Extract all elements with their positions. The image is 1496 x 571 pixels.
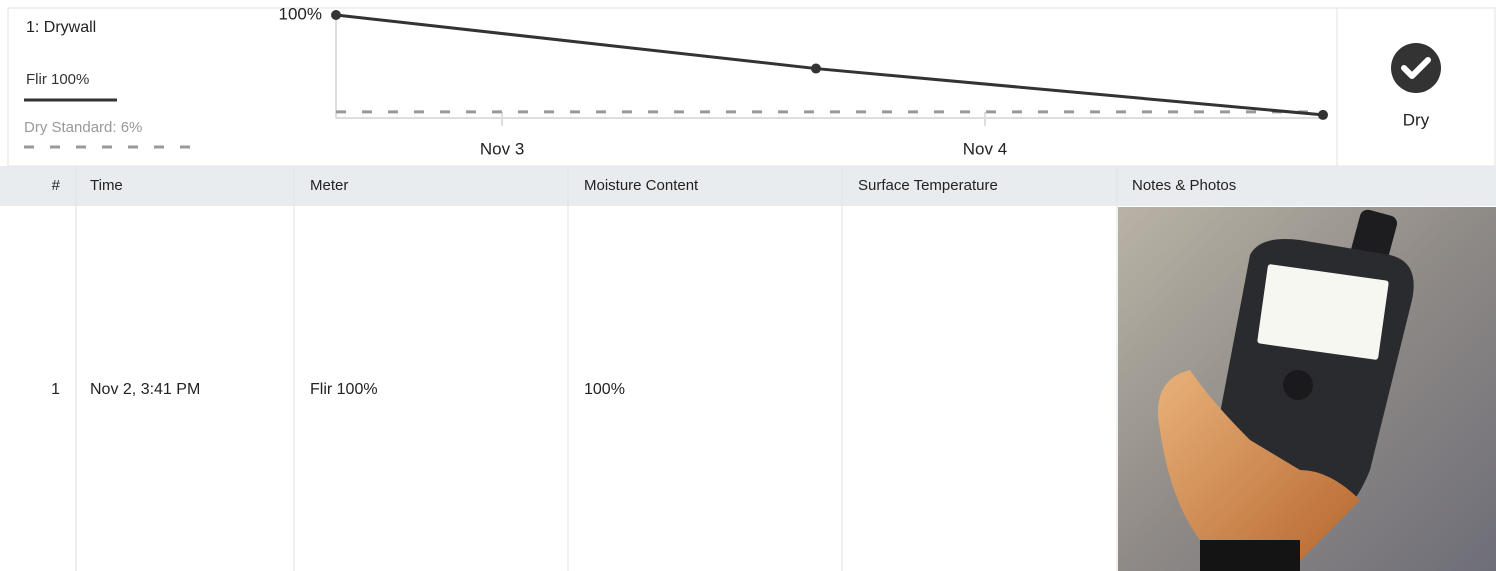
legend-label: Dry Standard: 6% bbox=[24, 119, 142, 136]
x-tick-label: Nov 3 bbox=[480, 139, 524, 158]
column-header: Moisture Content bbox=[584, 177, 699, 194]
series-line bbox=[335, 13, 1324, 117]
panel-title: 1: Drywall bbox=[26, 19, 96, 36]
check-mark bbox=[1401, 57, 1431, 79]
photo[interactable] bbox=[1118, 207, 1496, 571]
column-borders bbox=[75, 166, 1118, 571]
table-header bbox=[0, 166, 1496, 206]
x-tick-label: Nov 4 bbox=[963, 139, 1007, 158]
column-header: Surface Temperature bbox=[858, 177, 998, 194]
column-header: # bbox=[52, 177, 61, 194]
panel-frame bbox=[7, 7, 1496, 167]
status-label: Dry bbox=[1403, 110, 1430, 129]
column-header: Notes & Photos bbox=[1132, 177, 1236, 194]
data-point bbox=[331, 10, 341, 20]
data-point bbox=[810, 63, 821, 74]
column-header: Meter bbox=[310, 177, 348, 194]
cell: Flir 100% bbox=[310, 381, 378, 398]
cell: Nov 2, 3:41 PM bbox=[90, 381, 200, 398]
cell: 1 bbox=[51, 381, 60, 398]
column-header: Time bbox=[90, 177, 123, 194]
y-tick-label: 100% bbox=[279, 4, 322, 23]
legend-label: Flir 100% bbox=[26, 71, 89, 88]
data-point bbox=[1318, 109, 1328, 120]
cell: 100% bbox=[584, 381, 625, 398]
